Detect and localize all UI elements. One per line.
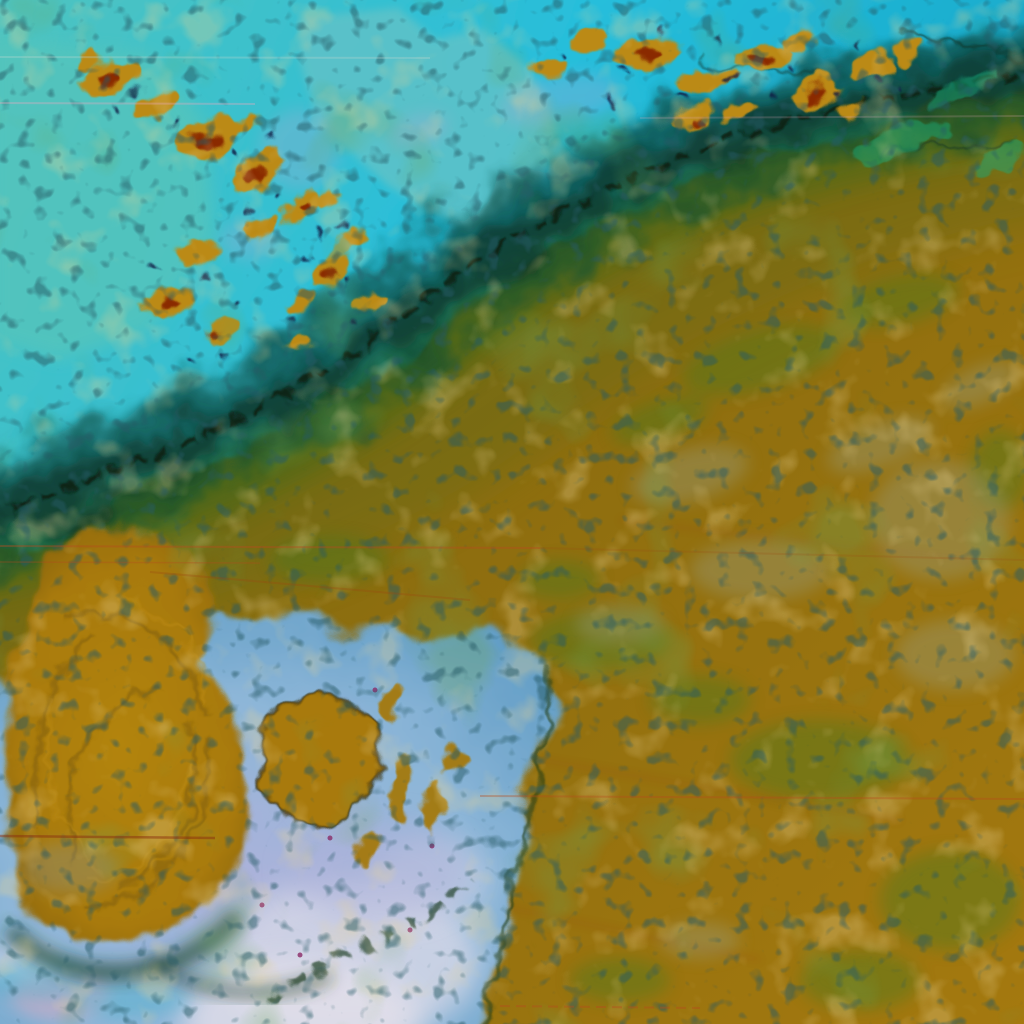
scan-line bbox=[0, 102, 256, 105]
scan-line bbox=[0, 545, 541, 549]
scan-line bbox=[539, 547, 1024, 561]
scan-line bbox=[0, 834, 216, 840]
scan-line bbox=[639, 115, 1024, 119]
scan-line bbox=[499, 1005, 701, 1009]
scan-lines bbox=[0, 56, 1024, 1009]
scan-line bbox=[479, 795, 1024, 800]
scan-line bbox=[0, 56, 431, 59]
scan-line bbox=[149, 571, 471, 601]
scan-line bbox=[0, 561, 261, 564]
